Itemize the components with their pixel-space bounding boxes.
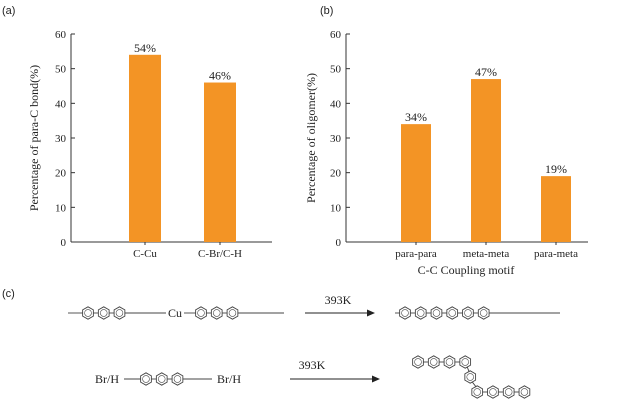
chart-b-ytick-label: 30 — [330, 133, 342, 145]
benzene-ring — [443, 355, 456, 369]
aromatic-circle — [466, 373, 474, 381]
chart-b-ytick-label: 60 — [330, 29, 342, 41]
chart-b-data-label-0: 34% — [405, 110, 427, 124]
aromatic-circle — [479, 309, 488, 317]
scheme-row-1: Cu 393K — [68, 293, 560, 320]
chart-a-bar-1 — [204, 82, 236, 243]
chart-b-category-label-0: para-para — [395, 248, 437, 260]
aromatic-circle — [430, 358, 438, 366]
chart-b-category-label-2: para-meta — [534, 248, 578, 260]
chart-b-data-label-1: 47% — [475, 65, 497, 79]
aromatic-circle — [445, 358, 454, 366]
benzene-ring — [502, 385, 515, 399]
benzene-ring — [471, 385, 484, 399]
chart-b-ytick-label: 50 — [330, 64, 342, 76]
aromatic-circle — [401, 309, 409, 317]
benzene-ring — [459, 355, 472, 369]
benzene-ring — [140, 372, 152, 386]
benzene-ring — [195, 306, 207, 320]
aromatic-circle — [417, 309, 425, 317]
aromatic-circle — [448, 309, 456, 317]
chart-a-data-label-0: 54% — [134, 41, 156, 55]
benzene-ring — [430, 306, 443, 320]
benzene-ring — [226, 306, 239, 320]
chart-b-bar-1 — [471, 79, 501, 242]
aromatic-circle — [213, 309, 221, 317]
chart-a-data-label-1: 46% — [209, 69, 231, 83]
chart-a: Percentage of para-C bond(%) 0 10 20 30 40 50… — [27, 29, 272, 260]
arrow-head — [372, 375, 380, 383]
benzene-ring — [97, 306, 110, 320]
chart-a-ytick-label: 10 — [55, 202, 67, 214]
benzene-ring — [462, 306, 474, 320]
aromatic-circle — [197, 309, 205, 317]
chart-a-category-label-1: C-Br/C-H — [198, 248, 242, 260]
benzene-ring — [477, 306, 490, 320]
benzene-ring — [171, 372, 184, 386]
benzene-ring — [155, 372, 168, 386]
chart-a-ytick-label: 0 — [61, 237, 67, 249]
aromatic-circle — [158, 375, 166, 383]
left-group-label: Br/H — [95, 372, 119, 386]
aromatic-circle — [432, 309, 441, 317]
benzene-ring — [446, 306, 459, 320]
chart-b-category-label-1: meta-meta — [463, 248, 510, 260]
chart-a-ytick-label: 30 — [55, 133, 67, 145]
benzene-ring — [414, 306, 427, 320]
chart-b: Percentage of oligomer(%) C-C Coupling m… — [304, 29, 588, 277]
aromatic-circle — [489, 388, 497, 396]
aromatic-circle — [461, 358, 469, 366]
chart-a-ytick-label: 50 — [55, 64, 67, 76]
aromatic-circle — [142, 375, 150, 383]
benzene-ring — [518, 385, 531, 399]
scheme-row-2: Br/H Br/H 393K — [95, 355, 531, 399]
chart-b-ytick-label: 0 — [336, 237, 342, 249]
chart-b-ytick-label: 10 — [330, 202, 342, 214]
aromatic-circle — [173, 375, 182, 383]
benzene-ring — [82, 306, 94, 320]
benzene-ring — [464, 370, 477, 384]
panel-label-a: (a) — [2, 5, 15, 17]
benzene-ring — [427, 355, 440, 369]
arrow-head — [367, 309, 375, 317]
chart-a-ytick-label: 40 — [55, 98, 67, 110]
aromatic-circle — [414, 358, 422, 366]
aromatic-circle — [115, 309, 124, 317]
row1-temperature-label: 393K — [325, 293, 352, 307]
bond-line — [471, 381, 477, 388]
aromatic-circle — [84, 309, 92, 317]
chart-b-xlabel: C-C Coupling motif — [418, 263, 515, 277]
benzene-ring — [412, 355, 424, 369]
benzene-ring — [113, 306, 126, 320]
chart-a-category-label-0: C-Cu — [133, 248, 157, 260]
benzene-ring — [210, 306, 223, 320]
chart-b-ytick-label: 20 — [330, 168, 342, 180]
right-group-label: Br/H — [217, 372, 241, 386]
aromatic-circle — [504, 388, 513, 396]
chart-b-data-label-2: 19% — [545, 162, 567, 176]
chart-b-bar-2 — [541, 176, 571, 242]
panel-label-b: (b) — [320, 5, 333, 17]
reaction-scheme: Cu 393K Br/H Br/H 393K — [68, 293, 560, 399]
aromatic-circle — [100, 309, 108, 317]
chart-a-ytick-label: 20 — [55, 168, 67, 180]
chart-a-ylabel: Percentage of para-C bond(%) — [27, 65, 41, 211]
chart-b-ylabel: Percentage of oligomer(%) — [304, 73, 318, 203]
aromatic-circle — [473, 388, 481, 396]
aromatic-circle — [464, 309, 472, 317]
chart-b-bar-0 — [401, 124, 431, 242]
copper-label: Cu — [168, 306, 182, 320]
benzene-ring — [487, 385, 499, 399]
benzene-ring — [399, 306, 411, 320]
panel-label-c: (c) — [2, 288, 15, 300]
row2-temperature-label: 393K — [299, 358, 326, 372]
chart-a-bar-0 — [129, 54, 161, 242]
aromatic-circle — [520, 388, 529, 396]
chart-b-ytick-label: 40 — [330, 98, 342, 110]
chart-a-ytick-label: 60 — [55, 29, 67, 41]
aromatic-circle — [228, 309, 237, 317]
